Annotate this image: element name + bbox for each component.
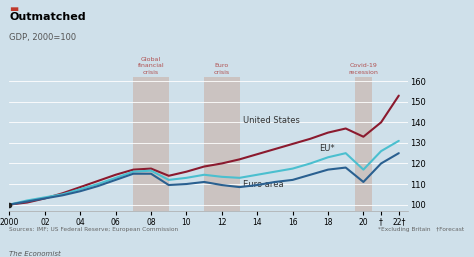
Bar	[204, 77, 239, 211]
Text: Euro area: Euro area	[243, 179, 284, 189]
Text: United States: United States	[243, 116, 300, 125]
Text: Covid-19
recession: Covid-19 recession	[348, 63, 378, 75]
Text: EU*: EU*	[319, 143, 335, 153]
Text: Global
financial
crisis: Global financial crisis	[138, 57, 164, 75]
Text: ▬: ▬	[9, 4, 19, 14]
Text: Euro
crisis: Euro crisis	[214, 63, 230, 75]
Text: The Economist: The Economist	[9, 251, 61, 256]
Text: Sources: IMF; US Federal Reserve; European Commission: Sources: IMF; US Federal Reserve; Europe…	[9, 227, 179, 232]
Bar	[133, 77, 169, 211]
Text: Outmatched: Outmatched	[9, 12, 86, 22]
Text: GDP, 2000=100: GDP, 2000=100	[9, 33, 77, 42]
Bar	[355, 77, 372, 211]
Text: *Excluding Britain   †Forecast: *Excluding Britain †Forecast	[378, 227, 465, 232]
